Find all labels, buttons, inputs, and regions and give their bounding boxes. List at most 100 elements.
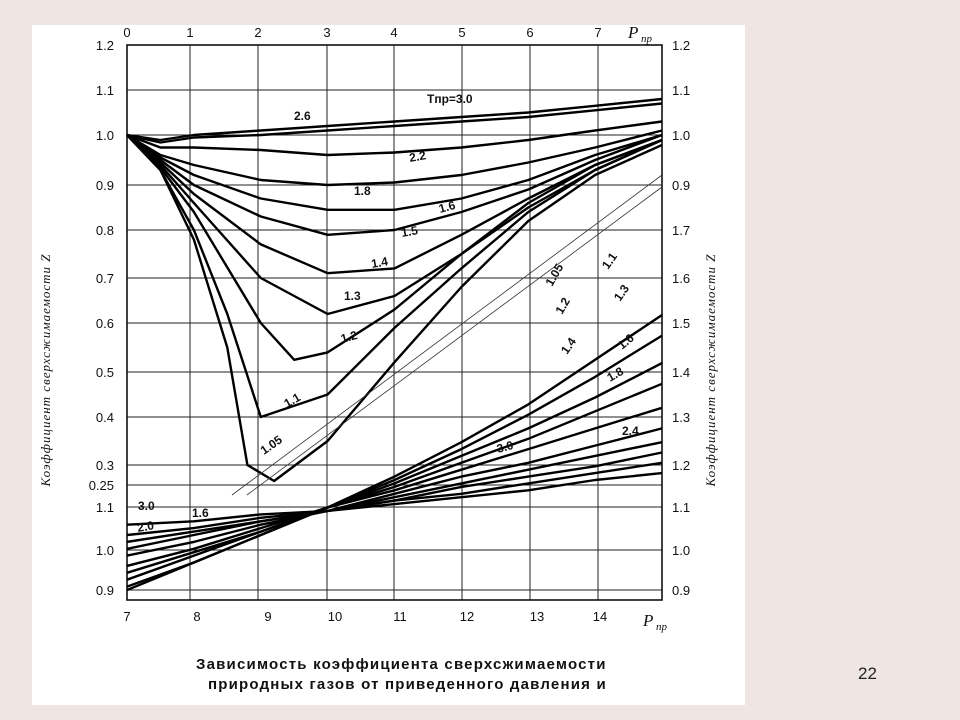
left-y-tick-label: 0.7 <box>96 271 114 286</box>
left-y-axis-title: Коэффициент сверхсжимаемости Z <box>38 253 53 487</box>
curve-label: 3.0 <box>495 438 515 456</box>
high-pressure-series-1.8 <box>126 441 663 550</box>
curve-label: 1.3 <box>611 282 632 304</box>
curve-label: 1.1 <box>282 390 304 411</box>
bottom-x-tick-label: 14 <box>593 609 607 624</box>
top-x-axis-subscript: пр <box>641 33 653 45</box>
bottom-x-axis-title: P пр <box>642 611 668 633</box>
right-y-tick-label: 1.6 <box>672 271 690 286</box>
tick-labels: 0 1 2 3 4 5 6 77 8 9 10 11 12 13 141.21.11.00.90.80.70… <box>89 25 690 624</box>
left-y-tick-label: 1.2 <box>96 38 114 53</box>
high-pressure-series-1.4 <box>126 406 663 568</box>
curve-label: 1.8 <box>605 364 627 385</box>
top-x-axis-symbol: P <box>627 25 638 42</box>
right-y-tick-label: 1.4 <box>672 365 690 380</box>
left-y-tick-label: 0.8 <box>96 223 114 238</box>
left-y-tick-label: 0.4 <box>96 410 114 425</box>
high-pressure-series-1.6 <box>126 427 663 557</box>
curve-label: 3.0 <box>138 499 155 513</box>
top-x-tick-label: 6 <box>526 25 533 40</box>
guide-line <box>231 174 663 496</box>
left-y-tick-label: 0.9 <box>96 178 114 193</box>
curve-label: 1.2 <box>339 328 359 346</box>
top-x-tick-label: 5 <box>458 25 465 40</box>
bottom-x-tick-label: 8 <box>193 609 200 624</box>
high-pressure-series-3.0 <box>126 471 663 526</box>
curve-label: 2.4 <box>622 424 639 438</box>
low-pressure-series-1.6 <box>126 133 663 211</box>
top-x-tick-label: 4 <box>390 25 397 40</box>
caption-line-2: природных газов от приведенного давления… <box>208 676 607 693</box>
top-x-axis-title: P пр <box>627 25 653 45</box>
guide-line <box>246 186 663 496</box>
low-pressure-series-1.5 <box>126 133 663 236</box>
low-pressure-series-1.05 <box>126 134 663 483</box>
left-y-tick-label-lower: 1.1 <box>96 500 114 515</box>
curve-label: Tпр=3.0 <box>427 92 473 106</box>
low-pressure-series-1.4 <box>126 134 663 275</box>
high-pressure-series-1.2 <box>126 362 663 581</box>
right-y-tick-label: 1.2 <box>672 458 690 473</box>
left-y-tick-label: 1.0 <box>96 128 114 143</box>
left-y-tick-label: 0.5 <box>96 365 114 380</box>
curve-label: 1.8 <box>354 184 371 198</box>
low-pressure-series-2.2 <box>126 120 663 157</box>
bottom-x-tick-label: 10 <box>328 609 342 624</box>
low-pressure-series-3.0 <box>126 97 663 142</box>
series-group <box>126 97 663 592</box>
plot-border <box>126 44 663 601</box>
curve-label: 1.05 <box>258 432 285 457</box>
top-x-tick-label: 7 <box>594 25 601 40</box>
high-pressure-series-1.3 <box>126 382 663 574</box>
right-y-tick-label: 1.1 <box>672 500 690 515</box>
top-x-tick-label: 1 <box>186 25 193 40</box>
curve-label: 1.4 <box>370 254 389 271</box>
chart-figure: 0 1 2 3 4 5 6 7 7 8 9 10 11 12 13 14 1.2 1.1 1.0 0.9 0.8 0.7 0… <box>32 25 745 705</box>
left-y-tick-label: 0.3 <box>96 458 114 473</box>
top-x-tick-label: 3 <box>323 25 330 40</box>
high-pressure-series-2.4 <box>126 461 663 537</box>
low-pressure-series-1.2 <box>126 134 663 361</box>
curve-label: 1.05 <box>542 261 566 289</box>
right-y-tick-label: 1.2 <box>672 38 690 53</box>
page-number: 22 <box>858 664 877 683</box>
left-y-tick-label: 0.25 <box>89 478 114 493</box>
top-x-tick-label: 0 <box>123 25 130 40</box>
curve-label: 2.6 <box>294 109 311 123</box>
right-y-axis-title: Коэффициент сверхсжимаемости Z <box>703 253 718 487</box>
right-y-tick-label: 0.9 <box>672 583 690 598</box>
high-pressure-series-1.1 <box>126 334 663 588</box>
bottom-x-axis-subscript: пр <box>656 621 668 633</box>
low-pressure-series-2.6 <box>126 102 663 144</box>
chart-svg: 0 1 2 3 4 5 6 77 8 9 10 11 12 13 141.21.11.00.90.80.70… <box>38 25 718 633</box>
bottom-x-axis-symbol: P <box>642 611 653 630</box>
right-y-tick-label: 1.5 <box>672 316 690 331</box>
curve-label: 1.2 <box>552 295 573 317</box>
bottom-x-tick-label: 11 <box>393 609 407 624</box>
left-y-tick-label: 1.1 <box>96 83 114 98</box>
curve-label: 2.2 <box>408 148 427 165</box>
right-y-tick-label: 1.0 <box>672 128 690 143</box>
caption-line-1: Зависимость коэффициента сверхсжимаемост… <box>196 656 607 673</box>
bottom-x-tick-label: 7 <box>123 609 130 624</box>
curve-label: 1.6 <box>437 198 457 216</box>
right-y-tick-label: 1.7 <box>672 223 690 238</box>
curve-label: 1.1 <box>599 250 620 272</box>
low-pressure-series-1.8 <box>126 129 663 187</box>
bottom-x-tick-label: 12 <box>460 609 474 624</box>
right-y-tick-label: 1.3 <box>672 410 690 425</box>
left-y-tick-label-lower: 1.0 <box>96 543 114 558</box>
curve-label: 1.6 <box>192 506 209 520</box>
right-y-tick-label: 1.1 <box>672 83 690 98</box>
curve-label: 1.5 <box>400 223 419 240</box>
left-y-tick-label: 0.6 <box>96 316 114 331</box>
curve-label: 2.0 <box>136 518 155 535</box>
curve-label: 1.4 <box>558 335 579 357</box>
bottom-x-tick-label: 13 <box>530 609 544 624</box>
low-pressure-series-1.1 <box>126 134 663 419</box>
left-y-tick-label-lower: 0.9 <box>96 583 114 598</box>
right-y-tick-label: 1.0 <box>672 543 690 558</box>
top-x-tick-label: 2 <box>254 25 261 40</box>
plot-frame <box>126 44 663 601</box>
